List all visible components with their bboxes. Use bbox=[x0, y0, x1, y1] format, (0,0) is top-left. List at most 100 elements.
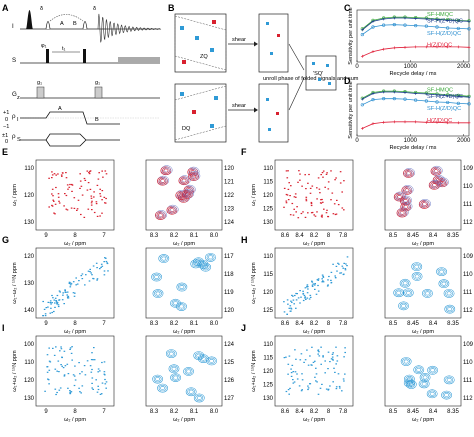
peak bbox=[57, 193, 60, 195]
x-tick-label: 2000 bbox=[457, 64, 471, 70]
peak bbox=[57, 360, 60, 362]
contour bbox=[396, 195, 402, 199]
peak bbox=[93, 359, 96, 361]
peak bbox=[332, 213, 335, 215]
peak bbox=[332, 263, 334, 265]
sq-box bbox=[305, 55, 337, 91]
peak bbox=[67, 297, 70, 299]
shaped-pulse-2 bbox=[82, 21, 88, 30]
contour-overlay bbox=[432, 182, 438, 187]
peak bbox=[293, 196, 296, 198]
sheared-dq-box bbox=[258, 83, 289, 143]
peak bbox=[96, 278, 99, 280]
chart-c: 0 1000 2000 Recycle delay / ms Sensitivity p… bbox=[348, 7, 471, 77]
data-point bbox=[456, 101, 460, 105]
data-point bbox=[382, 90, 386, 94]
peak bbox=[337, 262, 339, 264]
x-tick-label: 8.2 bbox=[310, 409, 319, 415]
panel-b: B ZQ DQ shear shear bbox=[168, 3, 359, 143]
peak bbox=[64, 193, 66, 195]
data-point bbox=[456, 45, 460, 49]
data-point bbox=[424, 99, 428, 103]
contour bbox=[197, 259, 209, 269]
contour bbox=[170, 373, 182, 382]
peak bbox=[328, 275, 330, 278]
zoom-x-tick-label: 8.3 bbox=[150, 233, 159, 239]
legend-entry: SF-H(Z/D)QC bbox=[427, 31, 461, 37]
peak bbox=[295, 358, 297, 360]
contour bbox=[402, 281, 408, 286]
contour bbox=[442, 391, 451, 399]
zoom-y-tick-label: 111 bbox=[463, 202, 473, 208]
contour bbox=[393, 192, 405, 202]
dq-peak-blue-1 bbox=[180, 92, 184, 96]
peak bbox=[68, 281, 71, 283]
peak bbox=[313, 214, 315, 216]
data-point bbox=[382, 23, 386, 27]
peak bbox=[83, 216, 86, 218]
peak bbox=[99, 193, 101, 195]
plot-frame bbox=[356, 83, 470, 137]
data-point bbox=[360, 127, 364, 130]
peak bbox=[305, 188, 307, 190]
peak bbox=[332, 359, 334, 361]
peak bbox=[288, 355, 291, 357]
peak bbox=[58, 290, 61, 292]
peak bbox=[74, 365, 76, 367]
shaped-pulse-1 bbox=[45, 21, 51, 30]
peak bbox=[322, 201, 324, 203]
data-point bbox=[435, 45, 439, 49]
y-tick-label: 130 bbox=[24, 281, 35, 287]
contour bbox=[421, 374, 429, 381]
peak bbox=[322, 276, 325, 278]
y-tick-label: 115 bbox=[263, 180, 273, 186]
peak bbox=[299, 302, 301, 304]
data-point bbox=[446, 26, 450, 30]
peak bbox=[105, 381, 108, 383]
peak bbox=[344, 373, 346, 375]
peak bbox=[88, 171, 90, 174]
contour bbox=[447, 307, 453, 312]
peak bbox=[69, 284, 72, 286]
peak bbox=[309, 192, 312, 194]
peak bbox=[48, 206, 50, 208]
x-tick-label: 8 bbox=[327, 321, 331, 327]
peak bbox=[321, 214, 323, 216]
sdq-peak-2 bbox=[276, 112, 279, 115]
panel-c: C 0 1000 2000 Recycle delay / ms Sensitivity… bbox=[344, 3, 471, 77]
peak bbox=[51, 204, 53, 206]
peak bbox=[78, 362, 80, 364]
peak bbox=[292, 214, 295, 216]
data-point bbox=[467, 102, 471, 106]
peak bbox=[318, 355, 321, 357]
peak bbox=[305, 200, 308, 202]
data-point bbox=[371, 122, 375, 126]
peak bbox=[305, 298, 307, 300]
contour bbox=[402, 288, 414, 298]
peak bbox=[309, 294, 312, 296]
full-spectrum-frame bbox=[274, 247, 354, 319]
peak bbox=[320, 346, 322, 348]
y-tick-label: 115 bbox=[263, 272, 273, 278]
contour bbox=[421, 381, 427, 386]
contour bbox=[403, 169, 414, 178]
peak bbox=[49, 312, 52, 314]
y-tick-label: 115 bbox=[263, 356, 273, 362]
contour bbox=[168, 207, 176, 214]
contour bbox=[178, 283, 186, 291]
peak bbox=[58, 200, 60, 202]
spectrum-panel-f: F 110 115 120 125 130 8.6 8.4 8.2 8 7.8 ω₂ / ppm ω₁ … bbox=[241, 147, 474, 247]
peak bbox=[339, 272, 341, 274]
peak bbox=[293, 303, 295, 305]
y-tick-label: 110 bbox=[263, 342, 273, 348]
contour bbox=[414, 274, 420, 279]
zoom-y-tick-label: 110 bbox=[463, 360, 473, 366]
contour-overlay bbox=[164, 167, 170, 173]
contour bbox=[176, 302, 187, 311]
data-point bbox=[403, 120, 407, 124]
peak bbox=[96, 279, 98, 281]
data-point bbox=[360, 103, 364, 107]
peak bbox=[320, 174, 322, 176]
peak bbox=[286, 177, 289, 179]
peak bbox=[88, 173, 91, 175]
